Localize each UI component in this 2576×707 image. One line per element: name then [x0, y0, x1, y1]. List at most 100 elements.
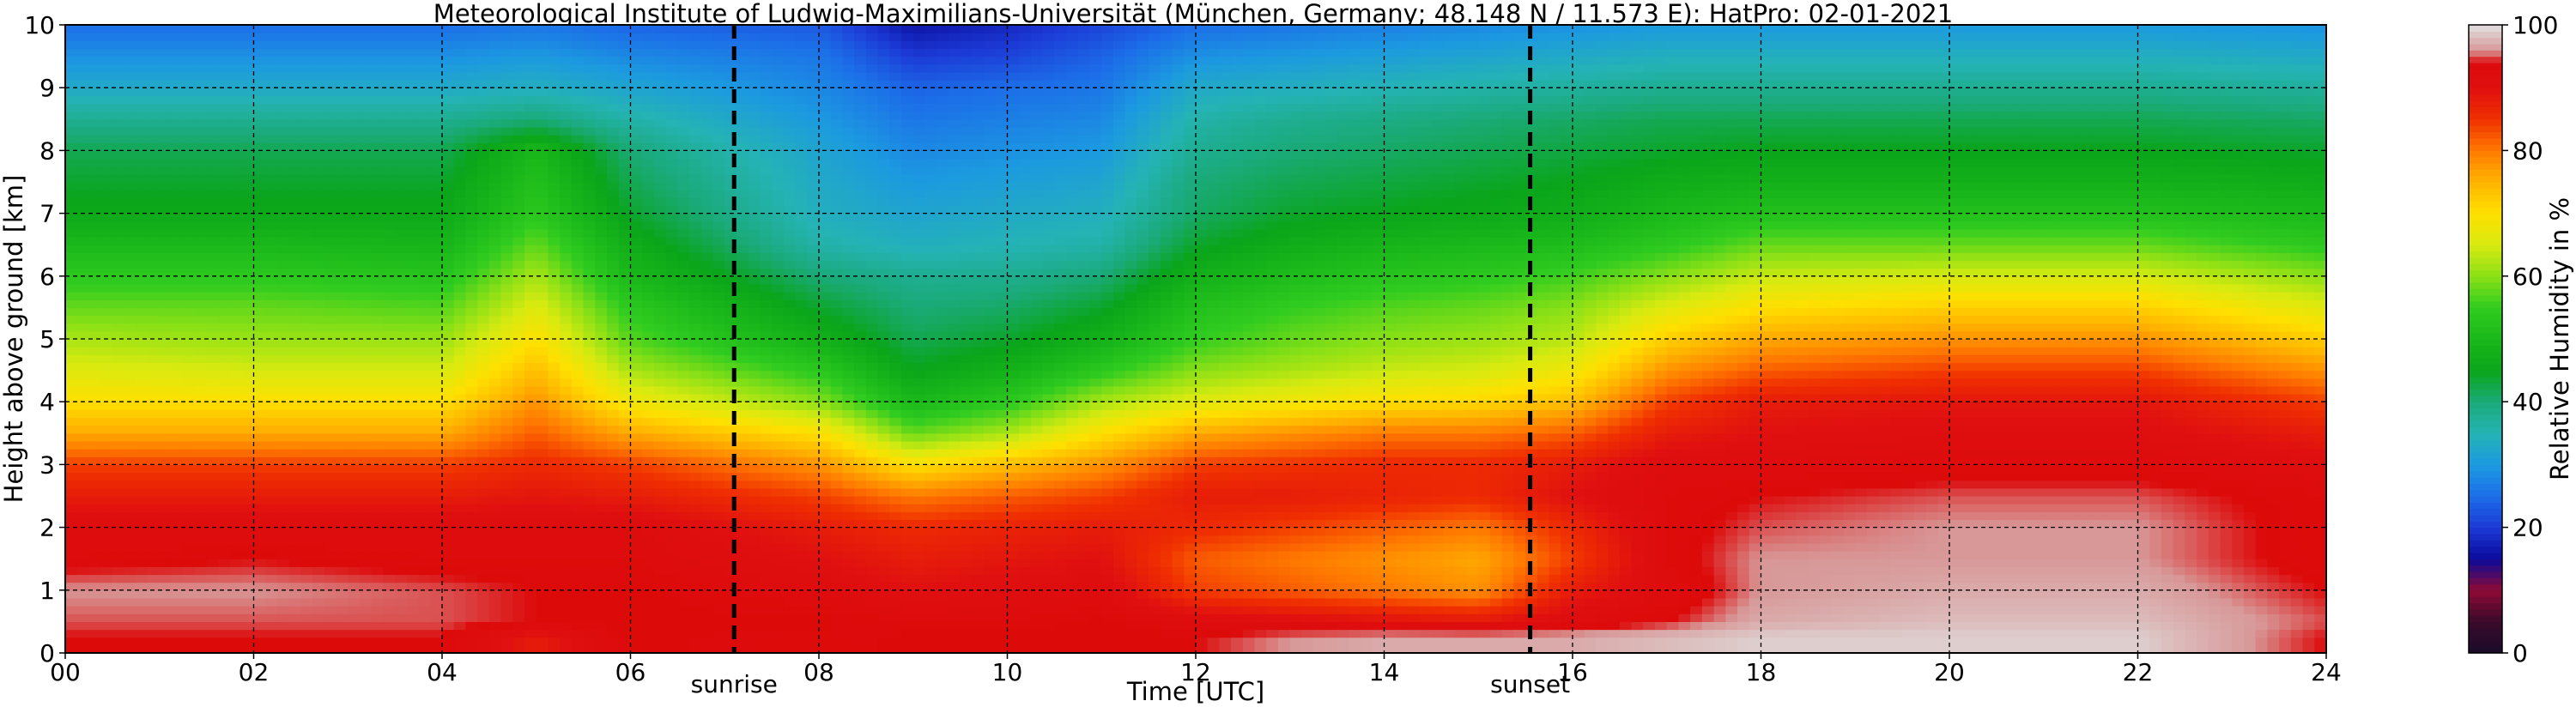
heatmap-cell [100, 644, 113, 654]
heatmap-cell [453, 370, 467, 379]
heatmap-cell [265, 425, 278, 434]
heatmap-cell [665, 425, 678, 434]
heatmap-cell [760, 252, 773, 262]
heatmap-cell [76, 487, 90, 497]
heatmap-cell [136, 487, 148, 497]
heatmap-cell [324, 589, 337, 599]
heatmap-cell [148, 142, 161, 151]
heatmap-cell [500, 315, 513, 324]
heatmap-cell [171, 292, 184, 300]
heatmap-cell [689, 268, 702, 277]
heatmap-cell [300, 496, 313, 505]
heatmap-cell [571, 103, 585, 112]
heatmap-cell [124, 394, 136, 402]
heatmap-cell [183, 252, 196, 262]
heatmap-cell [159, 95, 173, 105]
heatmap-cell [618, 330, 632, 340]
heatmap-cell [206, 535, 219, 544]
heatmap-cell [512, 330, 525, 340]
heatmap-cell [724, 221, 737, 230]
heatmap-cell [265, 197, 278, 207]
heatmap-cell [230, 621, 243, 631]
heatmap-cell [536, 432, 549, 442]
heatmap-cell [748, 283, 761, 293]
heatmap-cell [477, 88, 490, 96]
heatmap-cell [524, 118, 537, 128]
heatmap-cell [689, 504, 702, 512]
heatmap-cell [653, 252, 667, 262]
heatmap-cell [371, 323, 385, 332]
heatmap-cell [724, 142, 737, 151]
heatmap-cell [512, 315, 525, 324]
heatmap-cell [159, 315, 173, 324]
heatmap-cell [548, 347, 561, 355]
heatmap-cell [159, 487, 173, 497]
heatmap-cell [653, 245, 667, 253]
heatmap-cell [371, 637, 385, 646]
heatmap-cell [583, 221, 596, 230]
heatmap-cell [430, 71, 443, 81]
heatmap-cell [406, 535, 420, 544]
heatmap-cell [465, 496, 478, 505]
heatmap-cell [348, 135, 361, 143]
heatmap-cell [383, 347, 396, 355]
heatmap-cell [383, 417, 396, 426]
heatmap-cell [442, 425, 455, 434]
heatmap-cell [548, 268, 561, 277]
heatmap-cell [642, 118, 655, 128]
heatmap-cell [241, 425, 255, 434]
heatmap-cell [430, 323, 443, 332]
heatmap-cell [736, 323, 749, 332]
heatmap-cell [477, 71, 490, 81]
heatmap-cell [760, 166, 773, 175]
heatmap-cell [100, 245, 113, 253]
heatmap-cell [736, 472, 749, 481]
heatmap-cell [760, 111, 773, 120]
heatmap-cell [206, 378, 219, 387]
heatmap-cell [136, 40, 148, 50]
heatmap-cell [712, 190, 725, 198]
heatmap-cell [642, 25, 655, 33]
heatmap-cell [206, 95, 219, 105]
heatmap-cell [477, 597, 490, 607]
heatmap-cell [159, 126, 173, 136]
heatmap-cell [183, 88, 196, 96]
heatmap-cell [136, 613, 148, 622]
heatmap-cell [724, 245, 737, 253]
heatmap-cell [571, 613, 585, 622]
heatmap-cell [194, 307, 208, 317]
heatmap-cell [100, 56, 113, 65]
heatmap-cell [406, 48, 420, 57]
heatmap-cell [465, 245, 478, 253]
heatmap-cell [465, 40, 478, 50]
heatmap-cell [276, 551, 290, 559]
heatmap-cell [524, 370, 537, 379]
heatmap-cell [748, 504, 761, 512]
heatmap-cell [560, 425, 573, 434]
heatmap-cell [206, 480, 219, 489]
heatmap-cell [136, 362, 148, 372]
heatmap-cell [571, 637, 585, 646]
heatmap-cell [700, 535, 714, 544]
heatmap-cell [618, 644, 632, 654]
heatmap-cell [359, 629, 373, 638]
heatmap-cell [159, 142, 173, 151]
heatmap-cell [571, 464, 585, 474]
heatmap-cell [430, 432, 443, 442]
heatmap-cell [253, 566, 266, 576]
heatmap-cell [324, 245, 337, 253]
heatmap-cell [500, 283, 513, 293]
heatmap-cell [324, 213, 337, 222]
heatmap-cell [88, 527, 101, 536]
heatmap-cell [324, 40, 337, 50]
heatmap-cell [607, 260, 620, 269]
heatmap-cell [500, 432, 513, 442]
heatmap-cell [700, 118, 714, 128]
heatmap-cell [230, 370, 243, 379]
heatmap-cell [276, 173, 290, 183]
heatmap-cell [653, 644, 667, 654]
heatmap-cell [442, 245, 455, 253]
heatmap-cell [783, 213, 797, 222]
heatmap-cell [241, 574, 255, 583]
heatmap-cell [371, 511, 385, 521]
